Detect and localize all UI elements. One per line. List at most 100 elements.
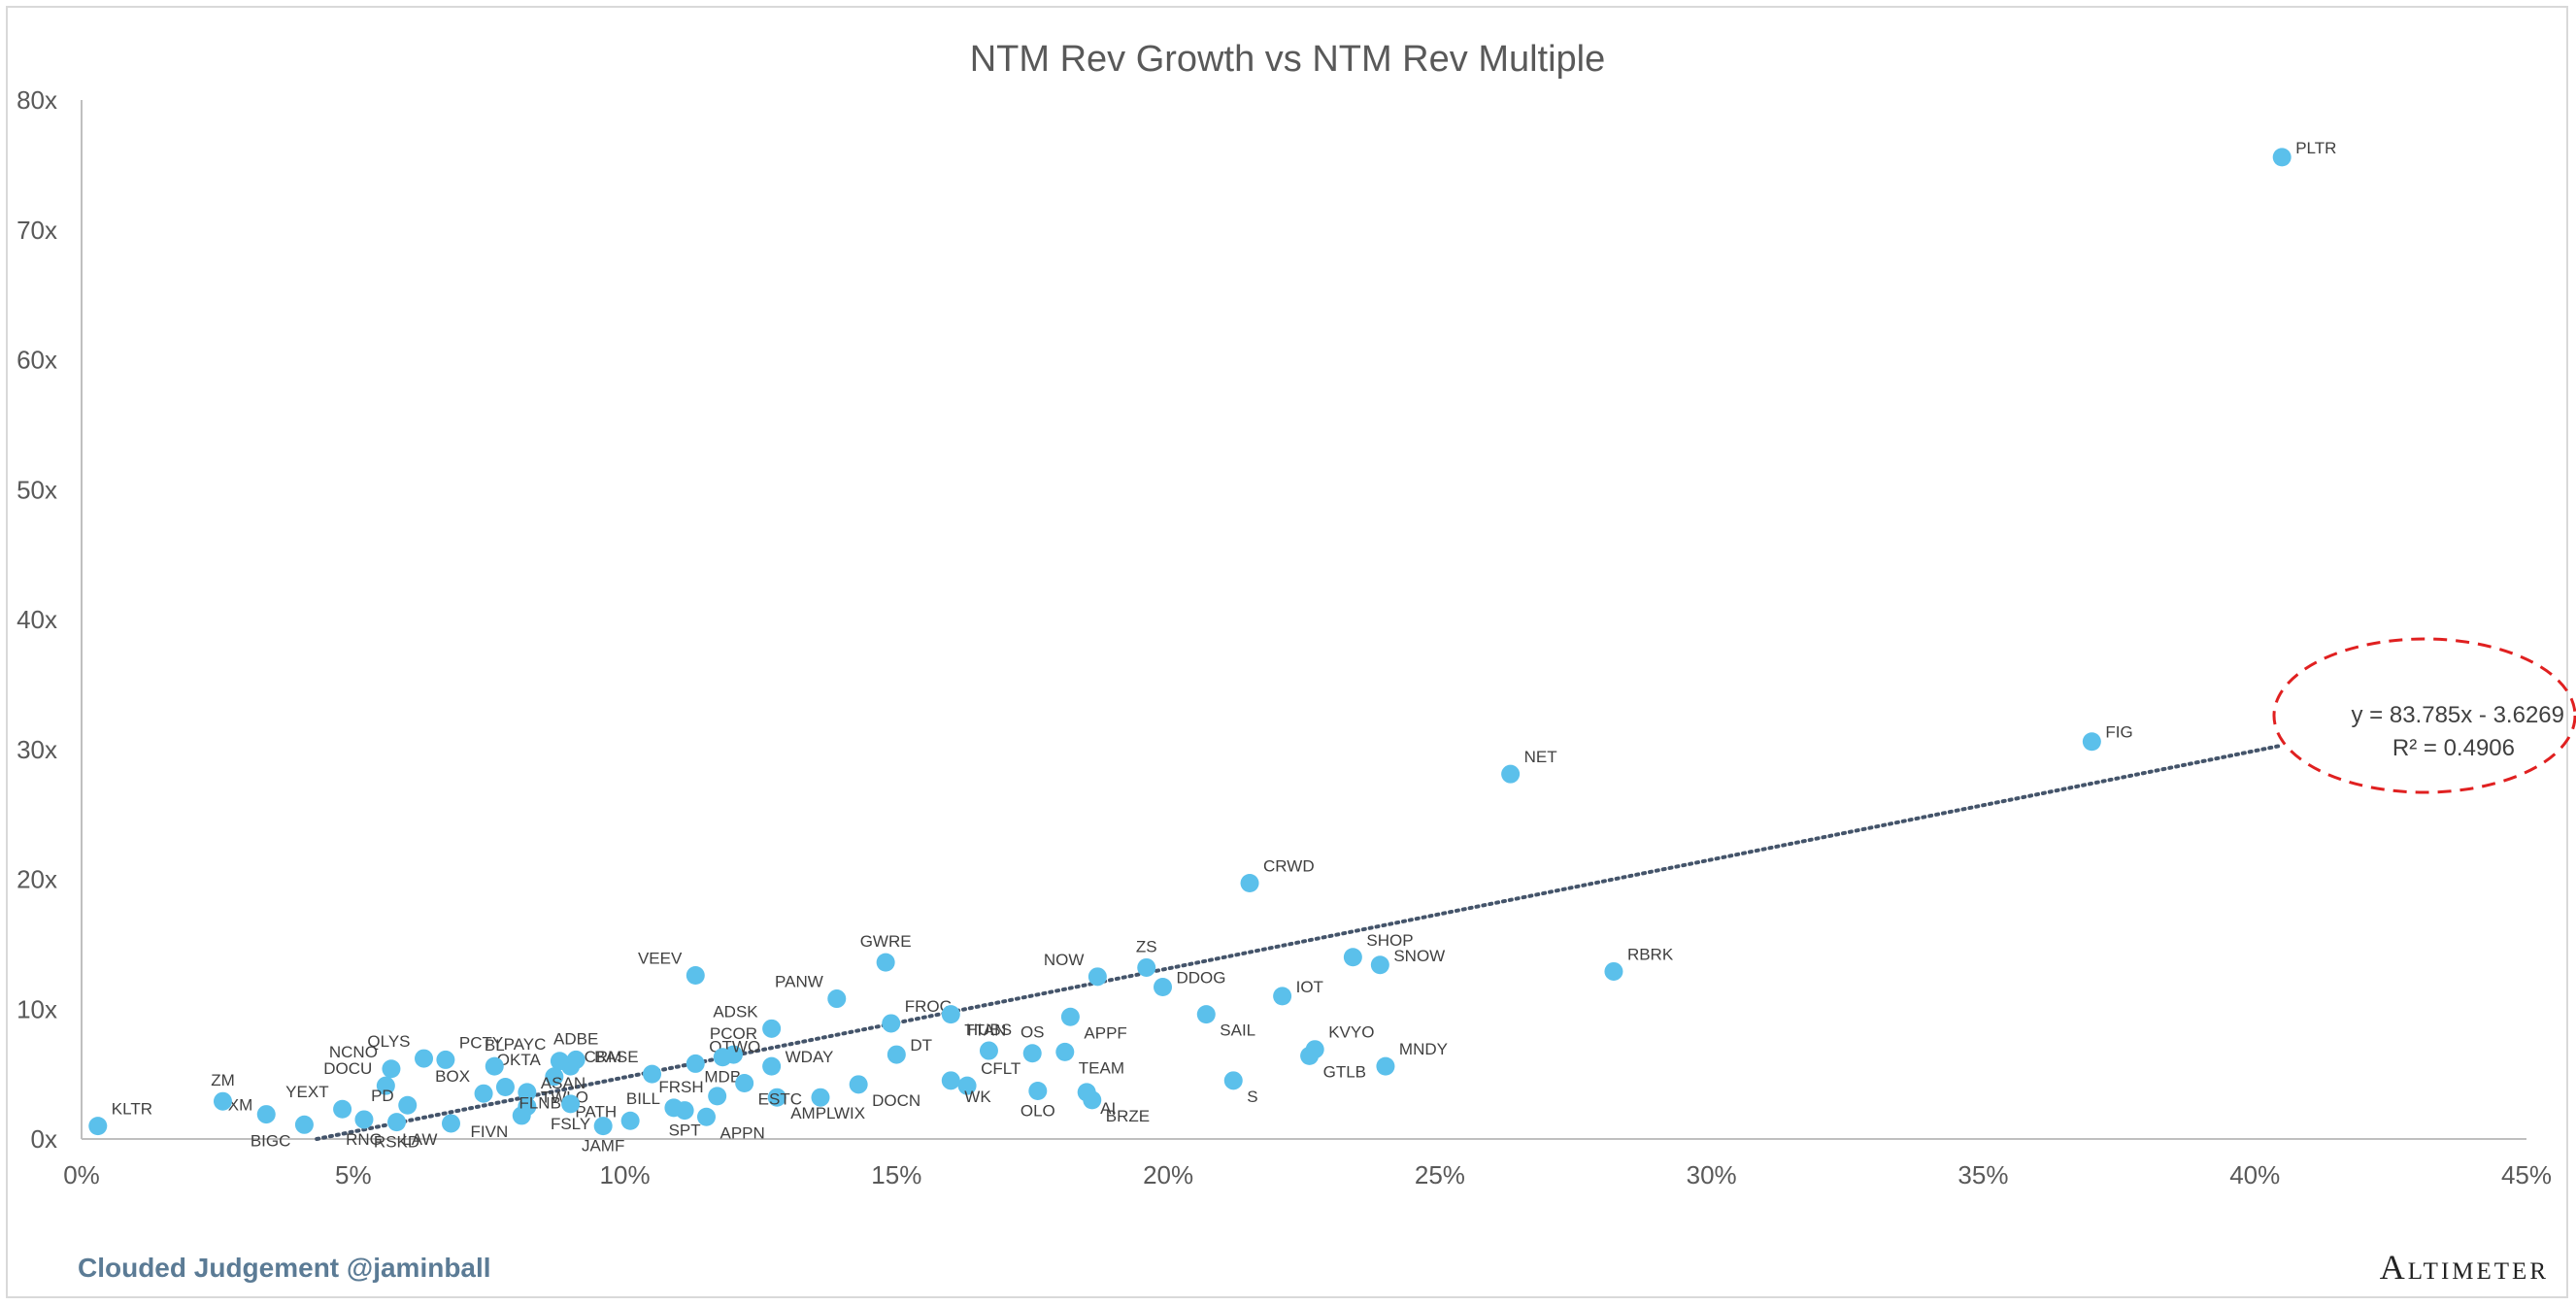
point-label-ddog: DDOG [1177, 969, 1226, 988]
x-tick-label: 25% [1415, 1160, 1465, 1189]
data-point-bigc [294, 1115, 314, 1134]
data-point-flnb [495, 1078, 515, 1096]
data-point-path [620, 1111, 640, 1130]
data-point-veev [686, 965, 705, 985]
point-label-appn: APPN [719, 1123, 764, 1142]
data-point-bl [485, 1056, 504, 1076]
point-label-pltr: PLTR [2295, 139, 2336, 157]
point-label-wk: WK [964, 1088, 991, 1106]
data-point-cxm [256, 1105, 276, 1124]
point-label-yext: YEXT [285, 1083, 328, 1101]
data-point-panw [827, 989, 847, 1009]
data-point-shop [1343, 948, 1362, 967]
equation-ellipse [2272, 637, 2576, 794]
data-point-kltr [88, 1117, 108, 1136]
point-label-iot: IOT [1296, 978, 1323, 996]
data-point-zs [1137, 957, 1156, 977]
point-label-jamf: JAMF [582, 1137, 624, 1155]
point-label-now: NOW [1044, 951, 1085, 969]
point-label-spt: SPT [669, 1122, 701, 1140]
point-label-wix: WIX [834, 1104, 865, 1122]
point-label-adbe: ADBE [553, 1029, 598, 1048]
x-tick-label: 0% [63, 1160, 100, 1189]
data-point-dt [887, 1045, 906, 1064]
data-point-frsh [708, 1087, 727, 1106]
point-label-gtlb: GTLB [1323, 1062, 1366, 1081]
point-label-cflt: CFLT [981, 1059, 1020, 1078]
point-label-fivn: FIVN [471, 1122, 509, 1141]
point-label-fsly: FSLY [551, 1115, 590, 1133]
point-label-net: NET [1524, 748, 1557, 766]
point-label-ai: AI [1100, 1099, 1116, 1118]
point-label-ncno: NCNO [329, 1043, 378, 1061]
data-point-cflt [957, 1076, 977, 1095]
point-label-crm: CRM [585, 1048, 622, 1066]
point-label-sail: SAIL [1220, 1021, 1255, 1040]
point-label-gwre: GWRE [860, 932, 912, 951]
point-label-frsh: FRSH [658, 1078, 703, 1096]
data-point-qlys [415, 1049, 434, 1068]
chart-title: NTM Rev Growth vs NTM Rev Multiple [970, 39, 1606, 80]
data-point-ampl [767, 1088, 786, 1107]
data-point-fsly [561, 1094, 581, 1114]
y-tick-label: 50x [17, 475, 57, 504]
point-label-adsk: ADSK [713, 1002, 758, 1021]
point-label-law: LAW [402, 1130, 437, 1149]
point-label-rbrk: RBRK [1627, 945, 1674, 963]
point-label-box: BOX [435, 1067, 470, 1086]
point-label-crwd: CRWD [1263, 857, 1315, 876]
data-point-appn [696, 1107, 716, 1126]
point-label-bl: BL [485, 1036, 505, 1055]
data-point-adsk [762, 1019, 782, 1038]
point-label-flnb: FLNB [519, 1094, 560, 1113]
x-tick-label: 40% [2229, 1160, 2280, 1189]
point-label-s: S [1247, 1088, 1257, 1106]
point-label-shop: SHOP [1366, 931, 1413, 950]
data-point-team [1055, 1042, 1075, 1061]
data-point-fig [2082, 732, 2101, 752]
data-point-qtwo [686, 1054, 705, 1073]
data-point-rng [354, 1110, 374, 1129]
data-point-wday [762, 1056, 782, 1076]
x-tick-label: 20% [1143, 1160, 1193, 1189]
point-label-zm: ZM [211, 1071, 235, 1089]
data-point-pltr [2272, 148, 2292, 167]
data-point-ncno [382, 1059, 401, 1079]
point-label-appf: APPF [1084, 1023, 1126, 1042]
point-label-fig: FIG [2105, 723, 2132, 742]
y-tick-label: 80x [17, 85, 57, 115]
data-point-box [474, 1084, 493, 1103]
point-label-panw: PANW [775, 973, 823, 991]
trendline-group [315, 743, 2285, 1141]
point-label-base: BASE [594, 1048, 638, 1066]
x-tick-label: 35% [1957, 1160, 2008, 1189]
point-label-team: TEAM [1079, 1058, 1124, 1077]
point-label-veev: VEEV [638, 949, 683, 967]
point-label-path: PATH [575, 1102, 617, 1121]
point-label-olo: OLO [1020, 1102, 1055, 1121]
point-label-bigc: BIGC [251, 1131, 291, 1150]
point-label-zs: ZS [1136, 937, 1157, 955]
point-label-frog: FROG [905, 997, 953, 1016]
data-point-zm [213, 1091, 232, 1111]
equation-annotation: y = 83.785x - 3.6269 R² = 0.4906 [2272, 637, 2576, 794]
data-point-ddog [1154, 978, 1173, 997]
data-point-rskd [387, 1113, 407, 1132]
point-label-pd: PD [371, 1087, 394, 1105]
point-label-hubs: HUBS [966, 1021, 1012, 1039]
point-label-bill: BILL [626, 1089, 660, 1108]
point-label-asan: ASAN [541, 1074, 585, 1092]
data-point-gwre [876, 953, 895, 972]
point-label-ampl: AMPL [790, 1104, 835, 1122]
y-tick-label: 10x [17, 994, 57, 1023]
footer-brand-logo: Altimeter [2379, 1248, 2549, 1287]
point-label-docu: DOCU [323, 1059, 372, 1078]
point-label-okta: OKTA [497, 1051, 542, 1069]
data-point-mdb [713, 1048, 732, 1067]
point-label-rng: RNG [346, 1130, 383, 1149]
point-label-wday: WDAY [786, 1048, 834, 1066]
point-label-brze: BRZE [1106, 1107, 1150, 1125]
data-point-okta [545, 1067, 564, 1087]
data-point-docn [849, 1075, 868, 1094]
